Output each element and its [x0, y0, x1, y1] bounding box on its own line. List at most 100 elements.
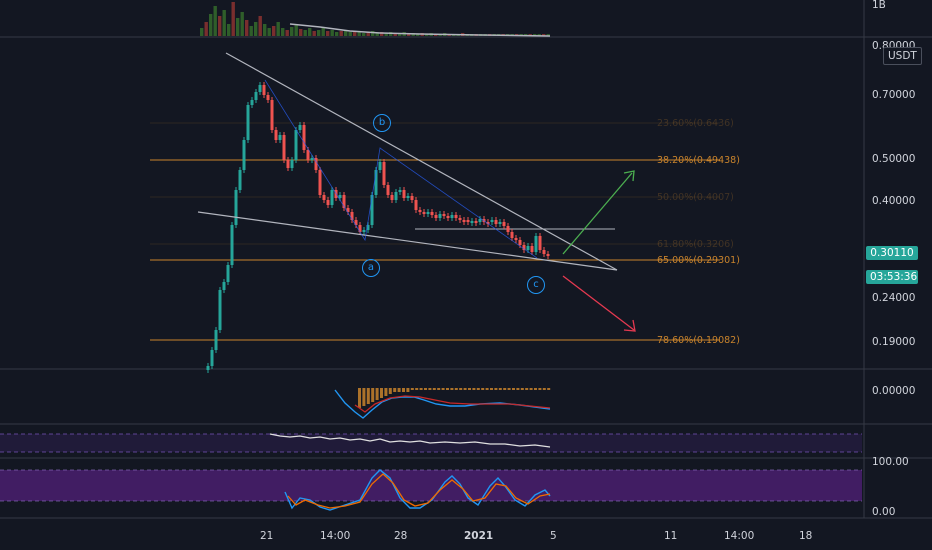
- candle: [414, 200, 418, 210]
- candle: [526, 246, 530, 250]
- candle: [242, 140, 246, 170]
- candle: [374, 170, 378, 195]
- volume-bar: [222, 10, 226, 36]
- candle: [318, 170, 322, 195]
- candle: [350, 212, 354, 220]
- volume-bar: [362, 33, 366, 36]
- candle: [406, 196, 410, 198]
- volume-bar: [348, 32, 352, 36]
- volume-bar: [393, 33, 397, 36]
- candle: [474, 221, 478, 223]
- candle: [410, 196, 414, 200]
- macd-bar: [494, 388, 498, 390]
- candle: [458, 218, 462, 220]
- candle: [510, 232, 514, 238]
- candle: [462, 220, 466, 222]
- candle: [370, 195, 374, 225]
- candle: [466, 220, 470, 222]
- volume-bar: [398, 33, 402, 36]
- wave-path: [264, 79, 538, 259]
- candle: [398, 190, 402, 192]
- volume-bar: [227, 24, 231, 36]
- candle: [270, 100, 274, 130]
- macd-bar: [490, 388, 493, 390]
- macd-bar: [542, 388, 546, 390]
- candle: [434, 215, 438, 218]
- volume-bar: [258, 16, 262, 36]
- wave-label-b[interactable]: b: [373, 114, 391, 132]
- volume-bar: [213, 6, 217, 36]
- volume-bar: [416, 34, 420, 36]
- candle: [478, 219, 482, 222]
- price-tick: 0.40000: [872, 195, 915, 207]
- macd-bar: [534, 388, 537, 390]
- wedge-lower-trendline[interactable]: [197, 211, 618, 271]
- time-tick: 18: [799, 530, 812, 542]
- fib-level-label: 23.60%(0.6436): [657, 118, 734, 129]
- macd-bar: [472, 388, 476, 390]
- macd-scale-label: 0.00000: [872, 385, 915, 397]
- bullish-arrow[interactable]: [562, 170, 635, 255]
- volume-ma-line: [289, 23, 551, 37]
- candle: [366, 225, 370, 230]
- fib-level-label: 78.60%(0.19082): [657, 335, 740, 346]
- macd-bar: [446, 388, 449, 390]
- macd-bar: [406, 388, 410, 392]
- volume-bar: [425, 34, 429, 36]
- macd-bar: [375, 388, 379, 400]
- candle: [450, 215, 454, 218]
- volume-bar: [209, 14, 213, 36]
- candle: [238, 170, 242, 190]
- candle: [214, 330, 218, 350]
- candle: [486, 222, 490, 224]
- signal-line: [354, 395, 551, 413]
- candle: [286, 160, 290, 168]
- currency-label[interactable]: USDT: [883, 47, 922, 65]
- volume-bar: [335, 32, 339, 36]
- volume-bar: [200, 28, 204, 36]
- macd-histogram: [358, 388, 551, 408]
- candle: [470, 221, 474, 223]
- wedge-upper-trendline[interactable]: [225, 52, 618, 271]
- candle: [494, 220, 498, 224]
- candle: [230, 225, 234, 265]
- candle: [294, 130, 298, 160]
- macd-bar: [388, 388, 392, 394]
- time-axis[interactable]: 21 14:00 28 2021 5 11 14:00 18: [260, 530, 812, 542]
- candle: [518, 240, 522, 245]
- wave-label-c[interactable]: c: [527, 276, 545, 294]
- price-tick: 0.19000: [872, 336, 915, 348]
- macd-bar: [476, 388, 480, 390]
- time-tick: 14:00: [320, 530, 350, 542]
- bearish-arrow[interactable]: [562, 275, 636, 332]
- volume-bar: [344, 30, 348, 36]
- macd-bar: [397, 388, 401, 392]
- price-axis[interactable]: 1B 0.80000 0.70000 0.50000 0.40000 0.240…: [872, 0, 915, 518]
- macd-line: [334, 389, 551, 419]
- candle: [302, 125, 306, 150]
- candle: [278, 135, 282, 140]
- fibonacci-retracement[interactable]: 23.60%(0.6436) 38.20%(0.49438) 50.00%(0.…: [150, 118, 740, 346]
- macd-bar: [419, 388, 423, 390]
- volume-scale-label: 1B: [872, 0, 886, 11]
- candle: [326, 200, 330, 205]
- volume-bar: [276, 22, 280, 36]
- candle: [218, 290, 222, 330]
- volume-bar: [272, 26, 276, 36]
- price-tick: 0.70000: [872, 89, 915, 101]
- wave-label-a[interactable]: a: [362, 259, 380, 277]
- volume-bar: [353, 31, 357, 36]
- candle: [362, 230, 366, 232]
- macd-bar: [384, 388, 388, 396]
- candlestick-series: [206, 82, 550, 373]
- candle: [306, 150, 310, 160]
- macd-bar: [402, 388, 405, 392]
- volume-bar: [299, 29, 303, 36]
- volume-bar: [407, 33, 411, 36]
- candle: [210, 350, 214, 366]
- candle: [282, 135, 286, 160]
- volume-bar: [366, 32, 370, 36]
- candle: [290, 160, 294, 168]
- candle: [498, 222, 502, 224]
